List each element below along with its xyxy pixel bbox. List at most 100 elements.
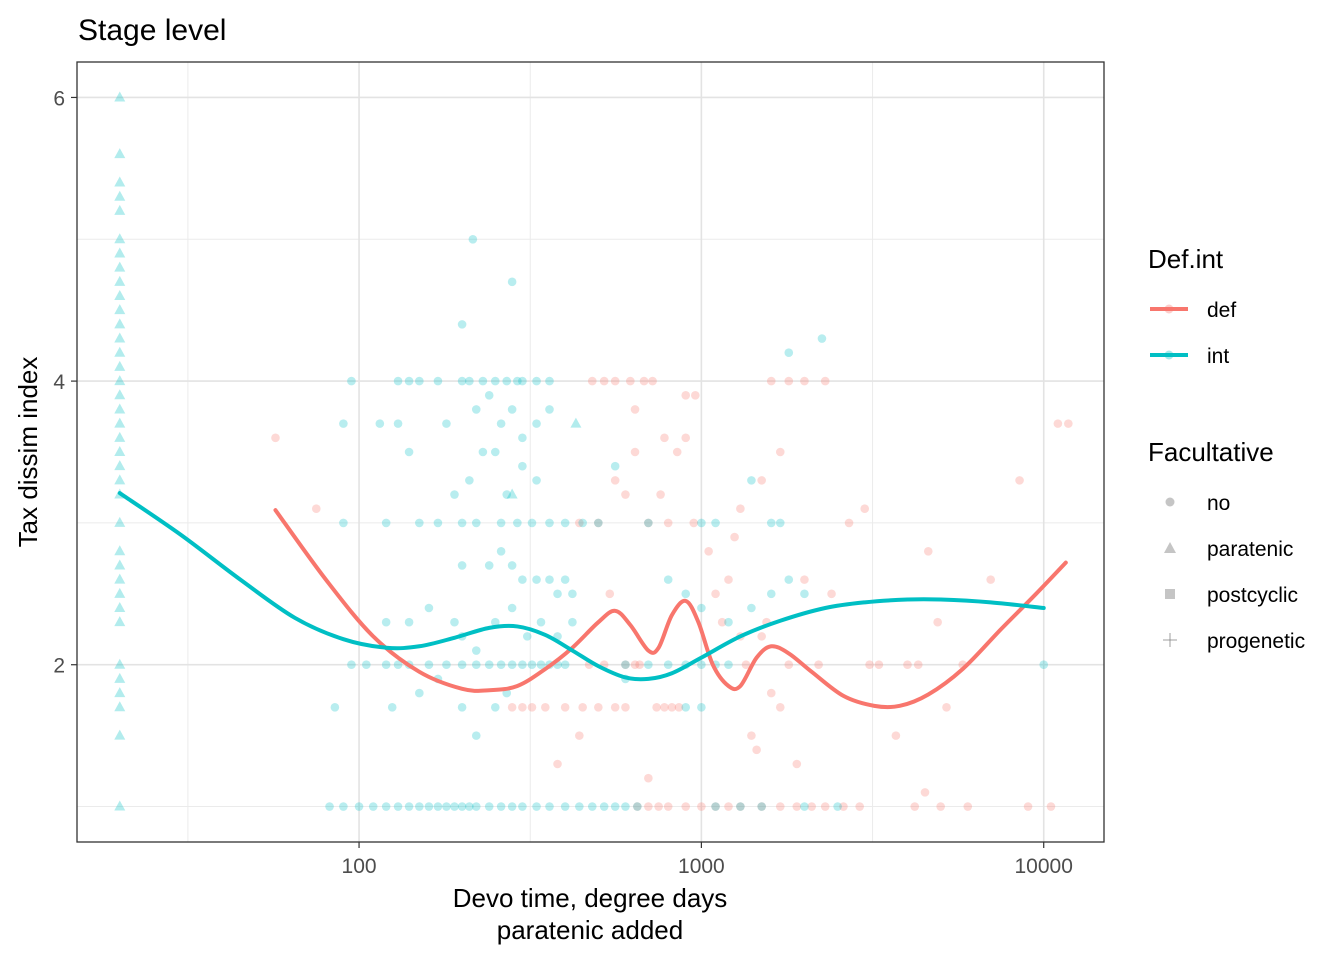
point-int: [490, 447, 500, 457]
point-int: [532, 419, 541, 428]
point-def: [757, 476, 766, 485]
point-int-paratenic: [114, 672, 126, 683]
point-def: [527, 702, 537, 712]
point-int-paratenic: [114, 403, 126, 414]
point-int: [465, 476, 474, 485]
legend-color-title: Def.int: [1148, 244, 1224, 274]
point-def: [839, 802, 848, 811]
point-int-paratenic: [114, 332, 126, 343]
point-def: [644, 518, 653, 528]
point-int: [507, 660, 517, 670]
point-int: [833, 802, 842, 811]
point-def: [594, 702, 603, 712]
legend-label-no: no: [1207, 492, 1230, 515]
point-int: [681, 702, 691, 712]
point-int: [724, 660, 733, 670]
point-int: [457, 376, 467, 386]
point-def: [942, 702, 951, 712]
point-def: [644, 802, 653, 811]
point-int: [490, 376, 500, 386]
point-int: [424, 802, 434, 811]
point-int: [681, 589, 691, 599]
point-int: [442, 802, 451, 811]
point-int: [560, 575, 570, 584]
point-def: [711, 802, 720, 811]
point-int: [387, 702, 397, 712]
smooth-line-int: [117, 491, 1046, 682]
point-def: [736, 802, 745, 811]
point-int-paratenic: [114, 190, 126, 201]
point-def: [741, 660, 751, 670]
point-int: [415, 688, 424, 698]
point-int-paratenic: [114, 687, 126, 698]
legend-label-paratenic: paratenic: [1207, 538, 1293, 561]
point-int: [393, 660, 403, 670]
point-int-paratenic: [114, 559, 126, 570]
point-int: [817, 334, 827, 343]
point-def: [711, 589, 720, 599]
legend-label-int: int: [1207, 345, 1229, 368]
point-int-paratenic: [114, 148, 126, 159]
point-int: [478, 447, 488, 457]
point-int: [381, 660, 391, 670]
legend-item-no: no: [1165, 492, 1230, 515]
point-int: [478, 376, 488, 386]
point-int: [621, 802, 630, 811]
point-def: [507, 702, 517, 712]
point-int-paratenic: [114, 729, 126, 740]
point-int: [518, 376, 527, 386]
point-int: [568, 617, 577, 627]
point-int: [507, 277, 517, 287]
point-def: [575, 518, 584, 528]
square-icon: [1165, 589, 1175, 599]
point-int: [633, 802, 642, 811]
point-int-paratenic: [114, 460, 126, 471]
point-def: [594, 518, 603, 528]
point-int-paratenic: [114, 360, 126, 371]
point-def: [792, 802, 802, 811]
point-int: [404, 376, 414, 386]
point-int: [560, 802, 570, 811]
legend-label-postcyclic: postcyclic: [1207, 584, 1298, 607]
legend-label-progenetic: progenetic: [1207, 630, 1305, 653]
point-int: [354, 802, 364, 811]
point-int: [496, 546, 506, 556]
point-def: [752, 745, 761, 755]
point-int: [457, 518, 467, 528]
point-int: [644, 660, 653, 670]
point-int: [496, 660, 506, 670]
point-int: [766, 589, 776, 599]
point-int: [484, 660, 494, 670]
legend-label-def: def: [1207, 299, 1236, 322]
point-int: [507, 561, 517, 570]
point-int: [457, 561, 467, 570]
point-def: [724, 802, 733, 811]
point-def: [1015, 476, 1024, 485]
chart-title: Stage level: [78, 14, 226, 47]
point-def: [784, 376, 794, 386]
point-def: [610, 702, 620, 712]
point-def: [626, 376, 635, 386]
point-def: [681, 433, 691, 443]
legend-key-int-point: [1164, 350, 1174, 360]
point-int: [404, 617, 414, 627]
point-int-paratenic: [570, 417, 582, 428]
point-int-paratenic: [114, 446, 126, 456]
point-def: [610, 476, 620, 485]
point-def: [652, 702, 661, 712]
point-int-paratenic: [114, 204, 126, 215]
point-def: [605, 589, 615, 599]
point-int: [442, 660, 451, 670]
y-axis: 2 4 6: [53, 87, 77, 678]
point-def: [610, 376, 620, 386]
point-int: [527, 660, 537, 670]
point-int: [736, 802, 745, 811]
point-def: [635, 660, 644, 670]
x-axis: 100 1000 10000: [342, 842, 1073, 878]
point-int: [545, 802, 554, 811]
point-def: [717, 617, 727, 627]
point-def: [986, 575, 995, 584]
point-def: [660, 702, 669, 712]
point-def: [630, 447, 640, 457]
y-tick-label: 6: [53, 87, 65, 110]
